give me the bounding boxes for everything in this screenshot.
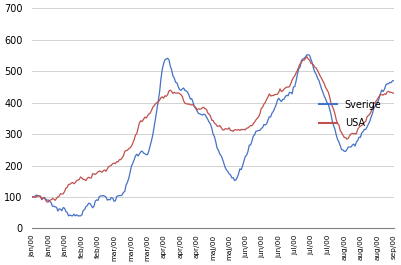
Sverige — [287, 91, 292, 94]
USA — [276, 91, 281, 94]
USA — [362, 121, 367, 124]
Sverige — [30, 195, 35, 198]
USA — [287, 85, 292, 88]
USA — [304, 55, 309, 58]
Sverige — [304, 53, 309, 56]
Sverige — [365, 125, 369, 129]
Sverige — [391, 79, 396, 82]
USA — [45, 201, 49, 204]
Sverige — [362, 128, 367, 131]
Line: Sverige: Sverige — [32, 55, 394, 216]
Line: USA: USA — [32, 57, 394, 202]
USA — [30, 195, 35, 198]
Sverige — [276, 97, 281, 100]
USA — [365, 115, 369, 118]
Sverige — [66, 214, 71, 218]
USA — [391, 91, 396, 95]
Sverige — [264, 122, 269, 125]
Legend: Sverige, USA: Sverige, USA — [316, 96, 385, 132]
Sverige — [152, 125, 157, 128]
USA — [264, 98, 269, 101]
USA — [152, 104, 157, 107]
